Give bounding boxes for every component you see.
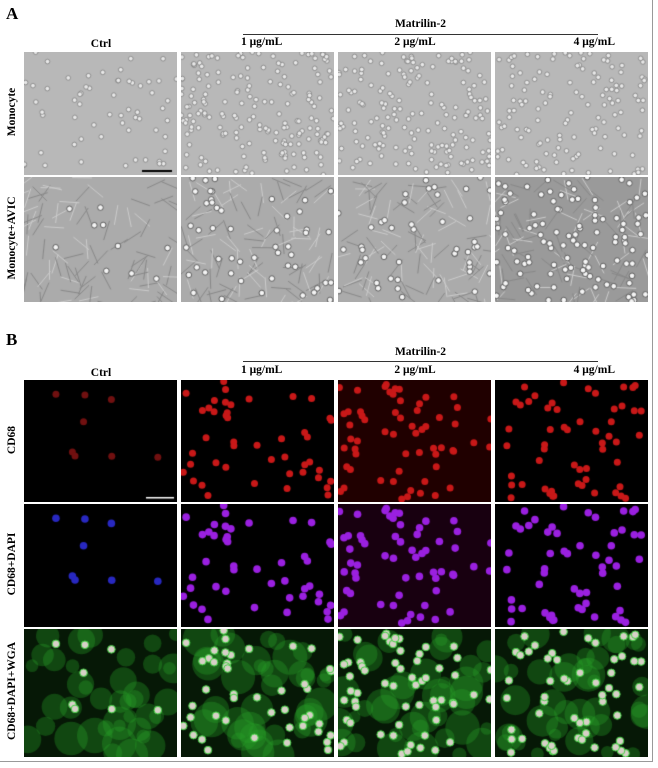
micrograph-monocyte-avic <box>495 177 648 302</box>
micrograph-monocyte-avic <box>338 177 491 302</box>
micrograph-cd68-dapi <box>24 504 177 627</box>
micrograph-monocyte <box>24 52 177 175</box>
panel-a-row-monocyte: Monocyte <box>6 87 18 137</box>
panel-a-label: A <box>6 4 19 23</box>
micrograph-cd68-dapi-wga <box>181 629 334 757</box>
micrograph-cd68-dapi-wga <box>495 629 648 757</box>
panel-a-col-4: 4 μg/mL <box>573 36 615 48</box>
panel-b-group-line <box>243 361 598 362</box>
micrograph-cd68 <box>338 380 491 502</box>
figure-border <box>0 761 653 762</box>
micrograph-monocyte <box>181 52 334 175</box>
micrograph-monocyte-avic <box>181 177 334 302</box>
panel-a-group-line <box>243 34 598 35</box>
panel-b-col-4: 4 μg/mL <box>573 364 615 376</box>
micrograph-monocyte-avic <box>24 177 177 302</box>
panel-b-col-ctrl: Ctrl <box>90 367 112 379</box>
panel-b-group-label: Matrilin-2 <box>394 346 447 358</box>
panel-b-label: B <box>6 330 18 349</box>
micrograph-monocyte <box>338 52 491 175</box>
panel-a-col-2: 2 μg/mL <box>394 36 436 48</box>
figure-border <box>652 0 653 762</box>
panel-b-col-2: 2 μg/mL <box>394 364 436 376</box>
panel-a-col-ctrl: Ctrl <box>90 38 112 50</box>
panel-b-col-1: 1 μg/mL <box>241 364 283 376</box>
micrograph-cd68-dapi <box>338 504 491 627</box>
micrograph-cd68-dapi <box>181 504 334 627</box>
panel-b-row-cd68-dapi: CD68+DAPI <box>6 532 18 596</box>
micrograph-cd68-dapi <box>495 504 648 627</box>
micrograph-monocyte <box>495 52 648 175</box>
micrograph-cd68 <box>24 380 177 502</box>
micrograph-cd68 <box>495 380 648 502</box>
micrograph-cd68-dapi-wga <box>338 629 491 757</box>
panel-a-group-label: Matrilin-2 <box>394 18 447 30</box>
panel-a-col-1: 1 μg/mL <box>241 36 283 48</box>
panel-b-row-cd68-dapi-wga: CD68+DAPI+WGA <box>6 641 18 741</box>
micrograph-cd68 <box>181 380 334 502</box>
panel-b-row-cd68: CD68 <box>6 425 18 455</box>
micrograph-cd68-dapi-wga <box>24 629 177 757</box>
panel-a-row-monocyte-avic: Monocyte+AVIC <box>6 196 18 280</box>
